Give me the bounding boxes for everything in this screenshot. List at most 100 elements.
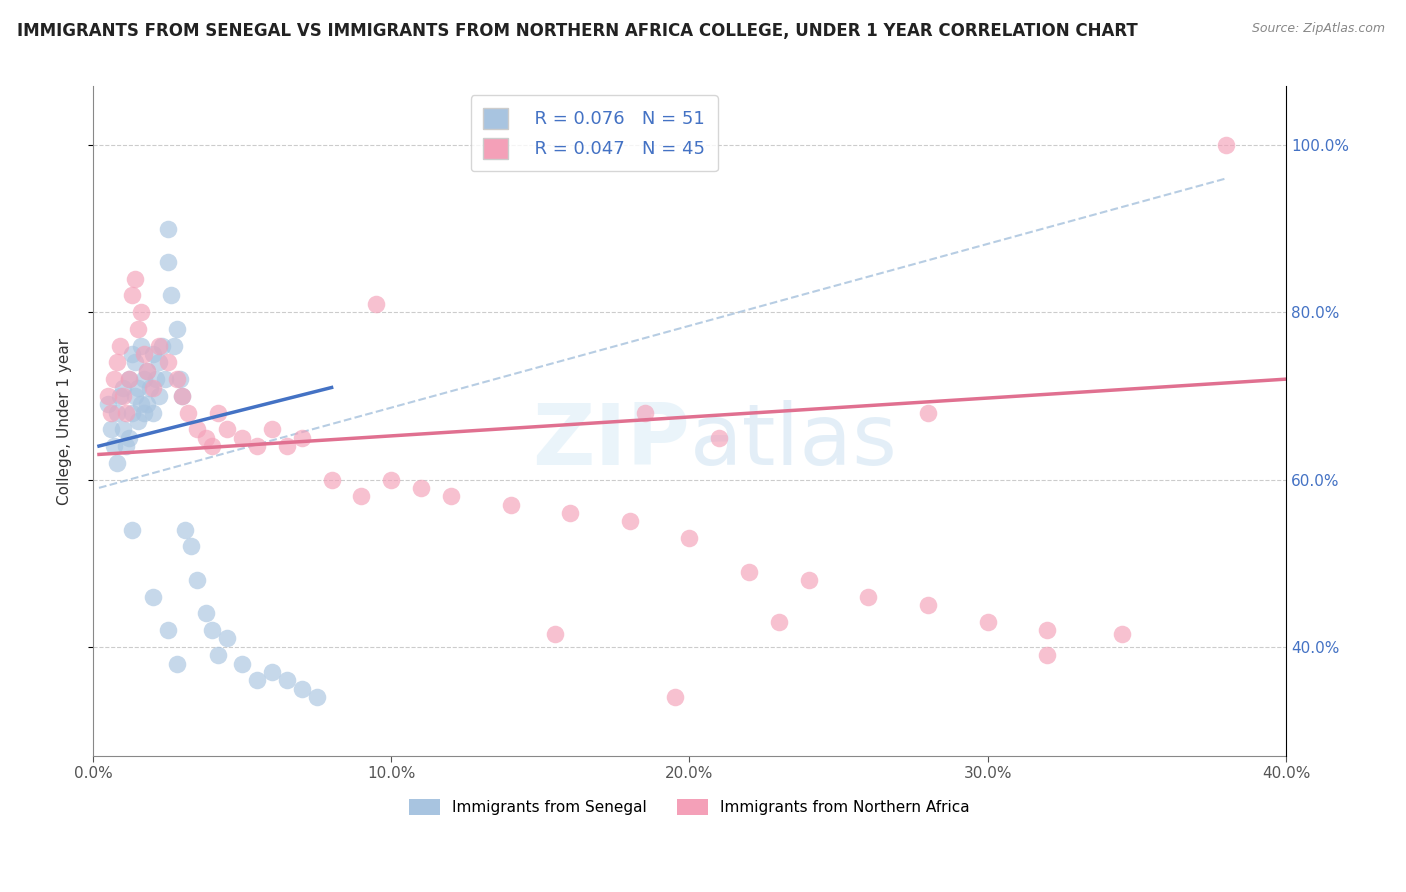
Point [440,489,463,503]
Point [858,590,880,604]
Point [159,288,181,302]
Point [108,339,131,353]
Point [291,431,314,445]
Point [97,397,120,411]
Point [135,364,157,378]
Point [366,297,388,311]
Point [201,439,224,453]
Point [709,431,731,445]
Point [118,372,141,386]
Point [148,355,170,369]
Point [129,397,152,411]
Point [619,514,641,528]
Point [108,389,131,403]
Point [207,406,229,420]
Point [246,439,269,453]
Point [132,347,155,361]
Point [150,339,173,353]
Point [231,657,253,671]
Point [177,406,200,420]
Point [105,456,128,470]
Point [129,339,152,353]
Point [111,422,134,436]
Point [231,431,253,445]
Point [1111,627,1133,641]
Point [127,414,149,428]
Text: atlas: atlas [689,400,897,483]
Point [217,422,239,436]
Point [166,372,188,386]
Point [142,406,165,420]
Point [121,347,143,361]
Text: IMMIGRANTS FROM SENEGAL VS IMMIGRANTS FROM NORTHERN AFRICA COLLEGE, UNDER 1 YEAR: IMMIGRANTS FROM SENEGAL VS IMMIGRANTS FR… [17,22,1137,40]
Point [409,481,432,495]
Point [145,372,167,386]
Legend: Immigrants from Senegal, Immigrants from Northern Africa: Immigrants from Senegal, Immigrants from… [404,793,976,822]
Point [305,690,328,704]
Point [195,607,218,621]
Point [156,623,179,637]
Point [544,627,567,641]
Point [121,288,143,302]
Point [103,372,125,386]
Point [148,389,170,403]
Point [135,364,157,378]
Point [124,389,146,403]
Point [560,506,582,520]
Point [124,355,146,369]
Point [111,389,134,403]
Point [111,380,134,394]
Point [105,406,128,420]
Point [1036,623,1059,637]
Point [118,431,141,445]
Y-axis label: College, Under 1 year: College, Under 1 year [58,337,72,505]
Point [664,690,686,704]
Point [153,372,176,386]
Point [156,221,179,235]
Point [142,380,165,394]
Point [917,598,939,612]
Point [132,406,155,420]
Point [172,389,194,403]
Point [291,681,314,696]
Point [350,489,373,503]
Point [678,531,700,545]
Point [1215,137,1237,152]
Point [917,406,939,420]
Point [100,406,122,420]
Point [135,397,157,411]
Point [738,565,761,579]
Text: ZIP: ZIP [531,400,689,483]
Point [1036,648,1059,663]
Point [132,372,155,386]
Point [321,473,343,487]
Point [114,439,136,453]
Point [121,523,143,537]
Point [977,615,1000,629]
Point [276,439,298,453]
Point [169,372,191,386]
Point [105,355,128,369]
Point [260,422,283,436]
Point [162,339,184,353]
Point [142,590,165,604]
Point [142,347,165,361]
Point [156,355,179,369]
Point [768,615,790,629]
Point [156,255,179,269]
Point [100,422,122,436]
Point [172,389,194,403]
Point [127,322,149,336]
Point [180,540,202,554]
Point [201,623,224,637]
Point [166,322,188,336]
Point [114,406,136,420]
Point [499,498,522,512]
Point [380,473,402,487]
Point [276,673,298,688]
Point [634,406,657,420]
Point [797,573,820,587]
Point [97,389,120,403]
Point [186,573,208,587]
Text: Source: ZipAtlas.com: Source: ZipAtlas.com [1251,22,1385,36]
